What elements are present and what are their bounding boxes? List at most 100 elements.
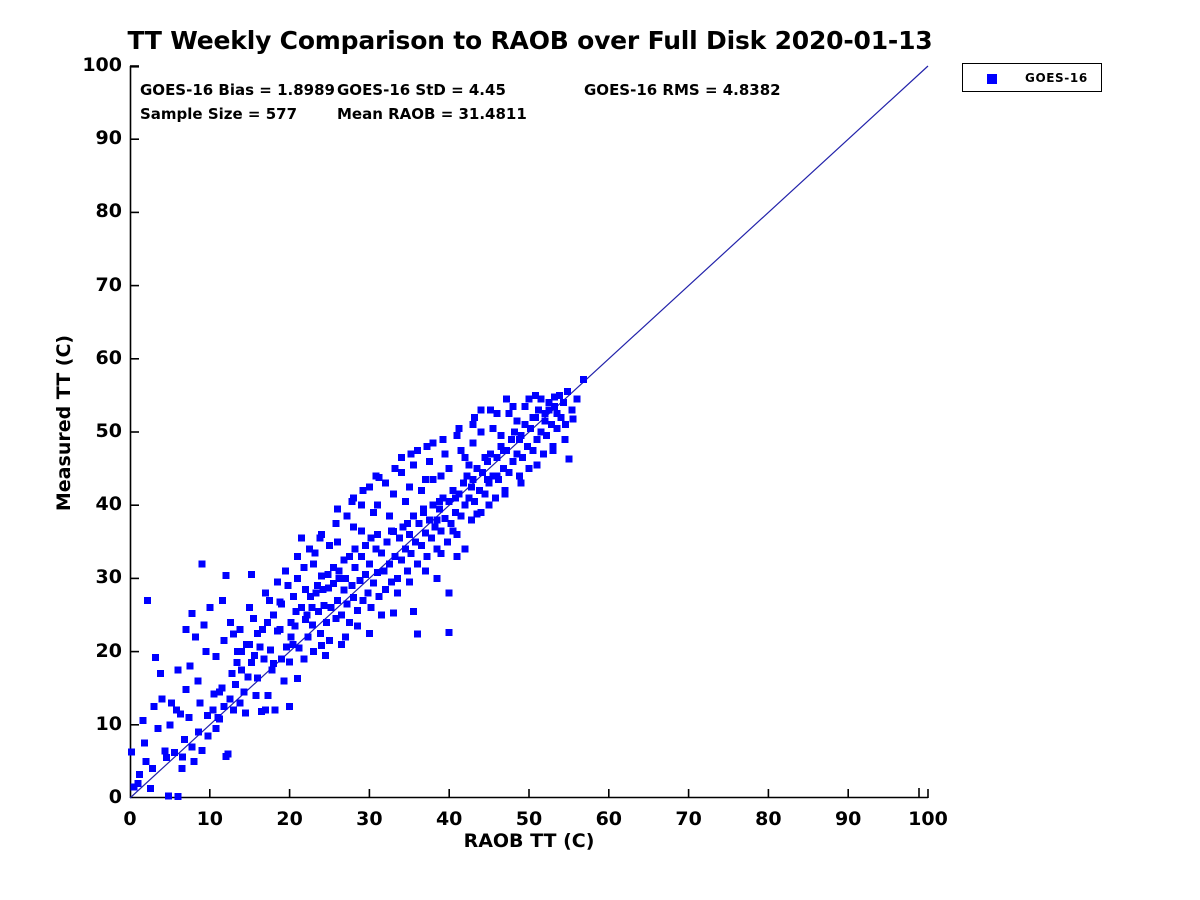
scatter-point	[333, 538, 341, 546]
tick-marks	[130, 65, 929, 798]
scatter-point	[341, 633, 349, 641]
scatter-point	[286, 703, 294, 710]
scatter-point	[240, 688, 248, 696]
stat-std: GOES-16 StD = 4.45	[337, 81, 506, 99]
scatter-point	[212, 724, 220, 732]
scatter-point	[429, 476, 437, 484]
scatter-point	[405, 530, 413, 538]
y-tick-label: 90	[95, 127, 122, 150]
legend-entry-goes16: GOES-16	[963, 64, 1101, 91]
scatter-point	[218, 684, 226, 692]
scatter-point	[449, 487, 457, 495]
scatter-point	[209, 706, 217, 714]
scatter-point	[210, 690, 218, 698]
scatter-point	[445, 498, 453, 506]
scatter-point	[227, 618, 235, 626]
scatter-point	[545, 399, 553, 407]
scatter-point	[513, 417, 521, 425]
scatter-point	[444, 538, 452, 546]
scatter-point	[140, 739, 148, 747]
scatter-point	[198, 746, 206, 754]
scatter-point	[258, 626, 266, 634]
scatter-point	[130, 783, 138, 791]
scatter-point	[447, 520, 455, 527]
scatter-point	[333, 596, 341, 604]
scatter-point	[356, 577, 364, 585]
scatter-point	[294, 574, 302, 582]
scatter-point	[445, 465, 453, 473]
scatter-point	[312, 589, 320, 597]
scatter-point	[559, 399, 567, 407]
x-tick-label: 80	[755, 808, 782, 830]
scatter-point	[404, 520, 412, 527]
scatter-point	[345, 618, 353, 626]
scatter-point	[465, 494, 473, 502]
scatter-point	[182, 686, 190, 694]
y-tick-label: 30	[95, 566, 122, 589]
legend-label: GOES-16	[1025, 71, 1088, 85]
scatter-point	[389, 609, 397, 617]
scatter-point	[365, 629, 373, 637]
scatter-point	[521, 402, 529, 410]
scatter-series-goes16	[128, 375, 587, 801]
scatter-point	[407, 450, 415, 458]
scatter-point	[219, 596, 227, 604]
scatter-point	[493, 454, 501, 462]
scatter-point	[320, 601, 328, 609]
scatter-point	[260, 655, 268, 663]
scatter-point	[401, 498, 409, 506]
scatter-point	[294, 675, 302, 683]
scatter-point	[220, 637, 228, 645]
scatter-point	[290, 593, 298, 601]
scatter-point	[551, 393, 559, 401]
scatter-point	[212, 653, 220, 661]
chart-title: TT Weekly Comparison to RAOB over Full D…	[127, 26, 933, 55]
scatter-point	[499, 465, 507, 473]
scatter-point	[222, 571, 230, 579]
scatter-point	[531, 391, 539, 399]
y-tick-label: 20	[95, 639, 122, 662]
scatter-point	[377, 549, 385, 557]
scatter-point	[142, 757, 150, 765]
scatter-point	[413, 630, 421, 638]
scatter-point	[437, 550, 445, 558]
scatter-point	[238, 666, 246, 674]
scatter-point	[139, 716, 147, 724]
scatter-point	[541, 410, 549, 418]
scatter-point	[318, 530, 326, 538]
scatter-point	[204, 732, 212, 740]
scatter-point	[529, 413, 537, 421]
scatter-point	[529, 446, 537, 454]
scatter-point	[357, 527, 365, 535]
scatter-point	[348, 498, 356, 506]
scatter-point	[224, 750, 232, 758]
scatter-point	[436, 498, 444, 506]
y-tick-label: 40	[95, 493, 122, 516]
scatter-point	[461, 545, 469, 553]
scatter-point	[303, 611, 311, 619]
scatter-point	[537, 428, 545, 436]
scatter-point	[185, 713, 193, 721]
scatter-point	[373, 530, 381, 538]
scatter-point	[326, 637, 333, 645]
scatter-point	[457, 512, 465, 520]
scatter-point	[246, 640, 254, 648]
scatter-point	[539, 450, 547, 458]
scatter-point	[287, 618, 295, 626]
scatter-point	[365, 483, 373, 491]
scatter-point	[214, 713, 222, 721]
scatter-point	[497, 443, 505, 451]
scatter-point	[337, 640, 345, 648]
scatter-point	[509, 457, 517, 465]
scatter-point	[555, 391, 563, 399]
scatter-point	[505, 410, 513, 418]
scatter-point	[147, 784, 155, 792]
scatter-point	[396, 534, 404, 542]
scatter-point	[300, 655, 308, 663]
scatter-point	[161, 747, 169, 755]
scatter-point	[329, 563, 337, 571]
scatter-point	[262, 706, 270, 714]
scatter-point	[300, 563, 308, 571]
scatter-point	[367, 534, 375, 542]
